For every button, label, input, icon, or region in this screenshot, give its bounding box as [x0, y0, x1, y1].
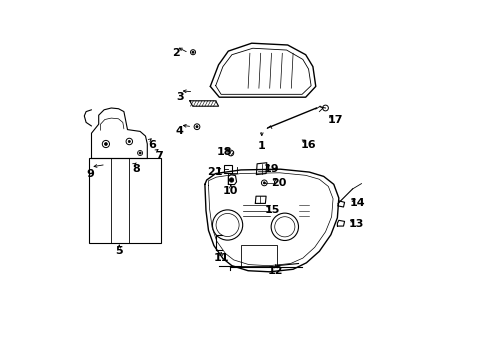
Bar	[224, 165, 231, 173]
Text: 3: 3	[176, 92, 183, 102]
Text: 17: 17	[327, 114, 342, 125]
Text: 18: 18	[216, 147, 231, 157]
Text: 21: 21	[207, 167, 222, 177]
Circle shape	[104, 143, 107, 145]
Text: 12: 12	[267, 266, 283, 276]
Bar	[241, 245, 276, 266]
Text: 8: 8	[132, 164, 140, 174]
Circle shape	[128, 140, 130, 143]
Text: 6: 6	[148, 140, 156, 150]
Text: 15: 15	[264, 204, 279, 215]
Text: 13: 13	[348, 219, 363, 229]
Text: 11: 11	[213, 253, 228, 264]
Text: 16: 16	[300, 140, 316, 150]
Text: 4: 4	[175, 126, 183, 136]
Text: 5: 5	[115, 246, 123, 256]
Circle shape	[229, 178, 233, 182]
Text: 20: 20	[271, 177, 286, 188]
Circle shape	[196, 126, 198, 128]
Bar	[89, 158, 161, 243]
Text: 14: 14	[349, 198, 365, 208]
Text: 10: 10	[223, 186, 238, 196]
Circle shape	[192, 51, 194, 53]
Text: 2: 2	[172, 48, 180, 58]
Text: 7: 7	[155, 150, 163, 161]
Text: 9: 9	[86, 168, 94, 179]
Circle shape	[139, 152, 141, 154]
Text: 1: 1	[257, 141, 265, 151]
Text: 19: 19	[264, 164, 279, 174]
Circle shape	[263, 182, 265, 184]
